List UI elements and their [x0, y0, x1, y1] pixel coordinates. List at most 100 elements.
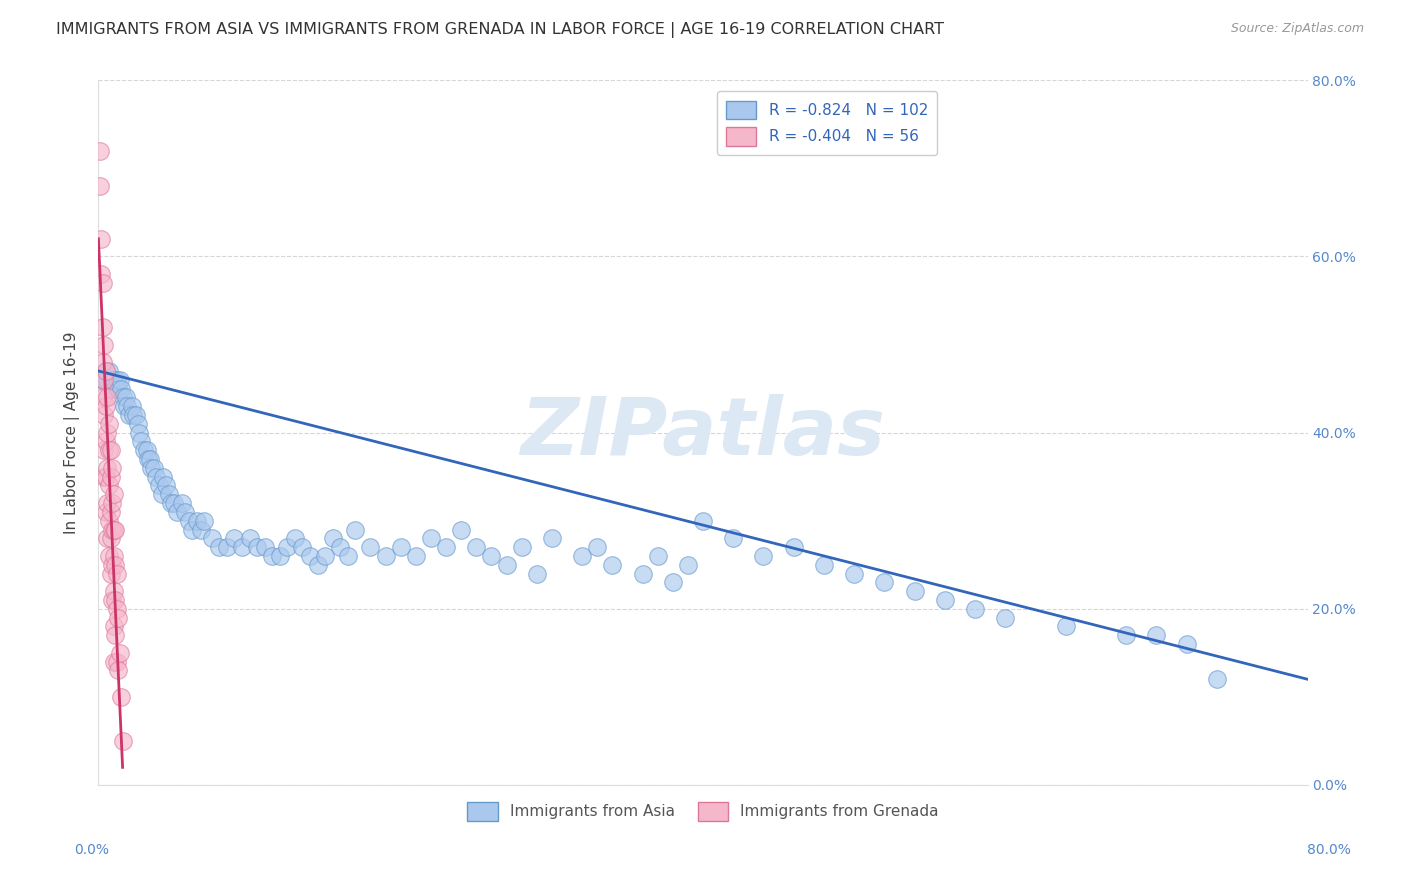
- Point: [360, 540, 382, 554]
- Point: [262, 549, 284, 563]
- Point: [246, 540, 269, 554]
- Point: [108, 646, 131, 660]
- Point: [336, 549, 359, 563]
- Point: [94, 399, 117, 413]
- Point: [170, 496, 193, 510]
- Point: [127, 417, 149, 431]
- Point: [647, 549, 669, 563]
- Point: [1115, 628, 1137, 642]
- Point: [181, 523, 204, 537]
- Point: [89, 178, 111, 193]
- Point: [159, 487, 181, 501]
- Point: [495, 558, 517, 572]
- Point: [104, 593, 127, 607]
- Point: [155, 478, 177, 492]
- Point: [965, 601, 987, 615]
- Point: [101, 496, 124, 510]
- Point: [239, 531, 262, 545]
- Legend: Immigrants from Asia, Immigrants from Grenada: Immigrants from Asia, Immigrants from Gr…: [461, 796, 945, 827]
- Point: [344, 523, 367, 537]
- Point: [118, 408, 141, 422]
- Point: [904, 584, 927, 599]
- Point: [150, 487, 173, 501]
- Point: [93, 337, 115, 351]
- Point: [450, 523, 472, 537]
- Point: [107, 382, 129, 396]
- Point: [389, 540, 412, 554]
- Point: [253, 540, 276, 554]
- Point: [631, 566, 654, 581]
- Point: [93, 469, 115, 483]
- Point: [96, 391, 118, 405]
- Point: [105, 601, 128, 615]
- Point: [100, 531, 122, 545]
- Point: [276, 540, 298, 554]
- Point: [98, 417, 121, 431]
- Point: [101, 373, 124, 387]
- Point: [752, 549, 775, 563]
- Point: [94, 364, 117, 378]
- Point: [586, 540, 609, 554]
- Point: [873, 575, 896, 590]
- Point: [94, 434, 117, 449]
- Point: [661, 575, 683, 590]
- Point: [1144, 628, 1167, 642]
- Point: [98, 478, 121, 492]
- Point: [115, 399, 138, 413]
- Point: [112, 399, 135, 413]
- Point: [91, 276, 114, 290]
- Point: [231, 540, 253, 554]
- Point: [96, 531, 118, 545]
- Point: [141, 460, 163, 475]
- Point: [314, 549, 336, 563]
- Point: [101, 558, 124, 572]
- Point: [526, 566, 548, 581]
- Point: [91, 319, 114, 334]
- Point: [1175, 637, 1198, 651]
- Point: [329, 540, 352, 554]
- Point: [104, 628, 127, 642]
- Point: [934, 593, 956, 607]
- Point: [104, 382, 127, 396]
- Point: [190, 523, 212, 537]
- Point: [163, 496, 186, 510]
- Point: [125, 408, 148, 422]
- Point: [111, 391, 134, 405]
- Point: [103, 549, 125, 563]
- Point: [100, 382, 122, 396]
- Point: [93, 373, 115, 387]
- Point: [107, 610, 129, 624]
- Point: [132, 443, 155, 458]
- Point: [96, 373, 118, 387]
- Point: [105, 655, 128, 669]
- Point: [91, 373, 114, 387]
- Point: [100, 505, 122, 519]
- Point: [208, 540, 231, 554]
- Point: [465, 540, 488, 554]
- Point: [994, 610, 1017, 624]
- Point: [128, 425, 150, 440]
- Text: IMMIGRANTS FROM ASIA VS IMMIGRANTS FROM GRENADA IN LABOR FORCE | AGE 16-19 CORRE: IMMIGRANTS FROM ASIA VS IMMIGRANTS FROM …: [56, 22, 945, 38]
- Point: [186, 514, 208, 528]
- Point: [96, 460, 118, 475]
- Point: [145, 469, 167, 483]
- Point: [98, 364, 121, 378]
- Point: [110, 382, 132, 396]
- Point: [676, 558, 699, 572]
- Point: [105, 373, 128, 387]
- Point: [173, 505, 195, 519]
- Point: [98, 514, 121, 528]
- Point: [434, 540, 457, 554]
- Point: [291, 540, 314, 554]
- Point: [103, 487, 125, 501]
- Point: [100, 469, 122, 483]
- Point: [224, 531, 246, 545]
- Point: [322, 531, 344, 545]
- Point: [98, 443, 121, 458]
- Point: [481, 549, 503, 563]
- Y-axis label: In Labor Force | Age 16-19: In Labor Force | Age 16-19: [63, 331, 80, 534]
- Point: [94, 505, 117, 519]
- Point: [111, 734, 134, 748]
- Point: [90, 232, 112, 246]
- Point: [103, 584, 125, 599]
